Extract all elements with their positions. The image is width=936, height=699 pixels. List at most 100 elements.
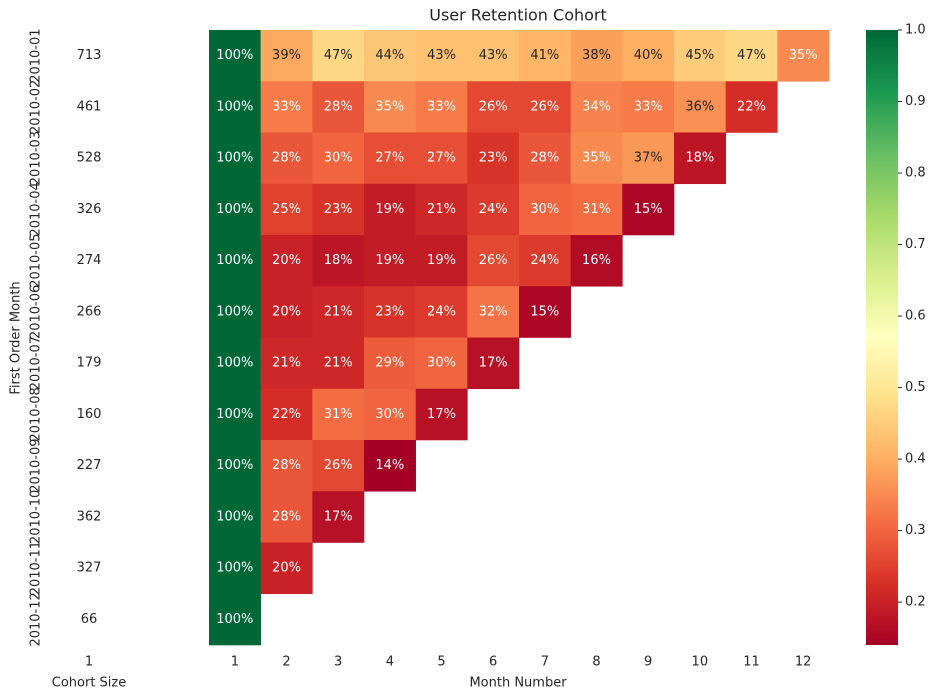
y-tick-label: 2010-12 xyxy=(29,592,44,646)
colorbar-tick-label: 0.3 xyxy=(905,523,926,538)
cell-label: 47% xyxy=(737,48,766,63)
cell-label: 34% xyxy=(582,99,611,114)
cell-label: 15% xyxy=(530,304,559,319)
heatmap-cell xyxy=(622,183,675,236)
cell-label: 14% xyxy=(375,458,404,473)
cell-label: 16% xyxy=(582,253,611,268)
x-tick-label: 1 xyxy=(231,655,239,670)
cell-label: 27% xyxy=(375,151,404,166)
cell-label: 44% xyxy=(375,48,404,63)
heatmap-cell xyxy=(467,132,520,185)
cell-label: 23% xyxy=(375,304,404,319)
heatmap-cell xyxy=(260,440,313,492)
heatmap-cell xyxy=(209,542,261,595)
heatmap-cell xyxy=(622,81,675,133)
heatmap-cell xyxy=(48,388,131,441)
colorbar-tick-label: 0.2 xyxy=(905,595,926,610)
heatmap-cell xyxy=(312,491,365,543)
colorbar xyxy=(866,30,898,645)
cell-label: 35% xyxy=(375,99,404,114)
heatmap-cell xyxy=(519,286,571,338)
heatmap-cell xyxy=(364,440,416,492)
cell-label: 18% xyxy=(685,151,714,166)
cell-label: 36% xyxy=(685,99,714,114)
heatmap-cell xyxy=(48,132,131,185)
heatmap-cell xyxy=(209,593,261,646)
heatmap-cell xyxy=(209,491,261,543)
heatmap-cell xyxy=(467,286,520,338)
cell-label: 20% xyxy=(272,304,301,319)
cell-label: 20% xyxy=(272,561,301,576)
heatmap-cell xyxy=(312,440,365,492)
cell-label: 227 xyxy=(77,458,102,473)
cell-label: 160 xyxy=(77,407,102,422)
y-tick-label: 2010-06 xyxy=(29,285,44,339)
x-tick-label: 7 xyxy=(541,655,549,670)
heatmap-cell xyxy=(622,30,675,82)
cell-label: 100% xyxy=(216,612,253,627)
heatmap-cell xyxy=(777,30,830,82)
cell-label: 28% xyxy=(272,151,301,166)
heatmap-cell xyxy=(570,235,623,287)
heatmap-cell xyxy=(467,30,520,82)
cell-label: 43% xyxy=(479,48,508,63)
cell-label: 35% xyxy=(789,48,818,63)
x-tick-label: 6 xyxy=(489,655,497,670)
cell-label: 26% xyxy=(324,458,353,473)
cell-label: 18% xyxy=(324,253,353,268)
cell-label: 29% xyxy=(375,356,404,371)
x-axis-label: Cohort Size xyxy=(52,676,126,691)
heatmap-cell xyxy=(364,235,416,287)
heatmap-cell xyxy=(364,388,416,441)
cell-label: 24% xyxy=(427,304,456,319)
cell-label: 17% xyxy=(427,407,456,422)
cell-label: 27% xyxy=(427,151,456,166)
y-tick-label: 2010-07 xyxy=(29,336,44,390)
heatmap-cell xyxy=(312,235,365,287)
cell-label: 19% xyxy=(375,253,404,268)
heatmap-cell xyxy=(415,388,468,441)
cell-label: 45% xyxy=(685,48,714,63)
heatmap-cell xyxy=(364,30,416,82)
cell-label: 100% xyxy=(216,407,253,422)
y-tick-label: 2010-08 xyxy=(29,387,44,441)
heatmap-cell xyxy=(415,81,468,133)
cell-label: 17% xyxy=(479,356,508,371)
heatmap-cell xyxy=(48,593,131,646)
heatmap-cell xyxy=(519,235,571,287)
cell-label: 40% xyxy=(634,48,663,63)
cell-label: 266 xyxy=(77,304,102,319)
cell-label: 24% xyxy=(530,253,559,268)
heatmap-cell xyxy=(209,388,261,441)
cell-label: 326 xyxy=(77,202,102,217)
x-tick-label: 11 xyxy=(743,655,760,670)
cell-label: 23% xyxy=(479,151,508,166)
cell-label: 35% xyxy=(582,151,611,166)
cell-label: 100% xyxy=(216,253,253,268)
heatmap-cell xyxy=(622,132,675,185)
cell-label: 41% xyxy=(530,48,559,63)
heatmap-cell xyxy=(48,286,131,338)
heatmap-cell xyxy=(209,81,261,133)
chart-title: User Retention Cohort xyxy=(429,6,607,25)
heatmap-cell xyxy=(415,286,468,338)
heatmap-cell xyxy=(260,81,313,133)
cell-label: 30% xyxy=(530,202,559,217)
colorbar-tick-label: 0.4 xyxy=(905,452,926,467)
heatmap-cell xyxy=(209,286,261,338)
cell-label: 30% xyxy=(375,407,404,422)
cell-label: 25% xyxy=(272,202,301,217)
heatmap-cell xyxy=(312,183,365,236)
cell-label: 100% xyxy=(216,458,253,473)
cell-label: 38% xyxy=(582,48,611,63)
heatmap-cell xyxy=(519,132,571,185)
heatmap-cell xyxy=(209,235,261,287)
y-tick-label: 2010-03 xyxy=(29,131,44,185)
y-axis-label: First Order Month xyxy=(9,281,24,394)
cell-label: 15% xyxy=(634,202,663,217)
heatmap-cell xyxy=(48,183,131,236)
cell-label: 713 xyxy=(77,48,102,63)
heatmap-cell xyxy=(467,183,520,236)
cell-label: 100% xyxy=(216,561,253,576)
